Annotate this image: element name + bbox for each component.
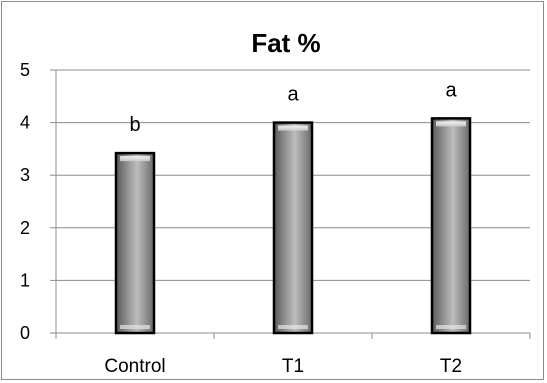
chart-title: Fat % <box>251 28 320 58</box>
x-tick-label: Control <box>104 356 165 377</box>
y-tick-labels: 0 1 2 3 4 5 <box>20 60 30 343</box>
y-tick-label: 2 <box>20 218 30 238</box>
bar-base-highlight <box>436 325 466 329</box>
bar-highlight <box>278 125 308 131</box>
bar <box>430 117 472 335</box>
x-tick-labels: Control T1 T2 <box>104 356 462 377</box>
bar-base-highlight <box>120 325 150 329</box>
bar-base-highlight <box>278 325 308 329</box>
data-labels: b a a <box>129 79 457 136</box>
bar-highlight <box>436 121 466 127</box>
x-tick-label: T2 <box>440 356 462 377</box>
bar <box>272 121 314 335</box>
y-tick-label: 3 <box>20 165 30 185</box>
bar-control <box>114 151 156 335</box>
bar-t1 <box>272 121 314 335</box>
data-label: b <box>129 114 140 136</box>
y-tick-label: 0 <box>20 323 30 343</box>
bars <box>114 117 472 335</box>
data-label: a <box>445 79 457 101</box>
data-label: a <box>287 84 299 106</box>
bar-highlight <box>120 156 150 162</box>
y-tick-label: 5 <box>20 60 30 80</box>
y-tick-label: 1 <box>20 270 30 290</box>
bar-t2 <box>430 117 472 335</box>
y-tick-label: 4 <box>20 113 30 133</box>
bar <box>114 151 156 335</box>
x-tick-label: T1 <box>282 356 304 377</box>
